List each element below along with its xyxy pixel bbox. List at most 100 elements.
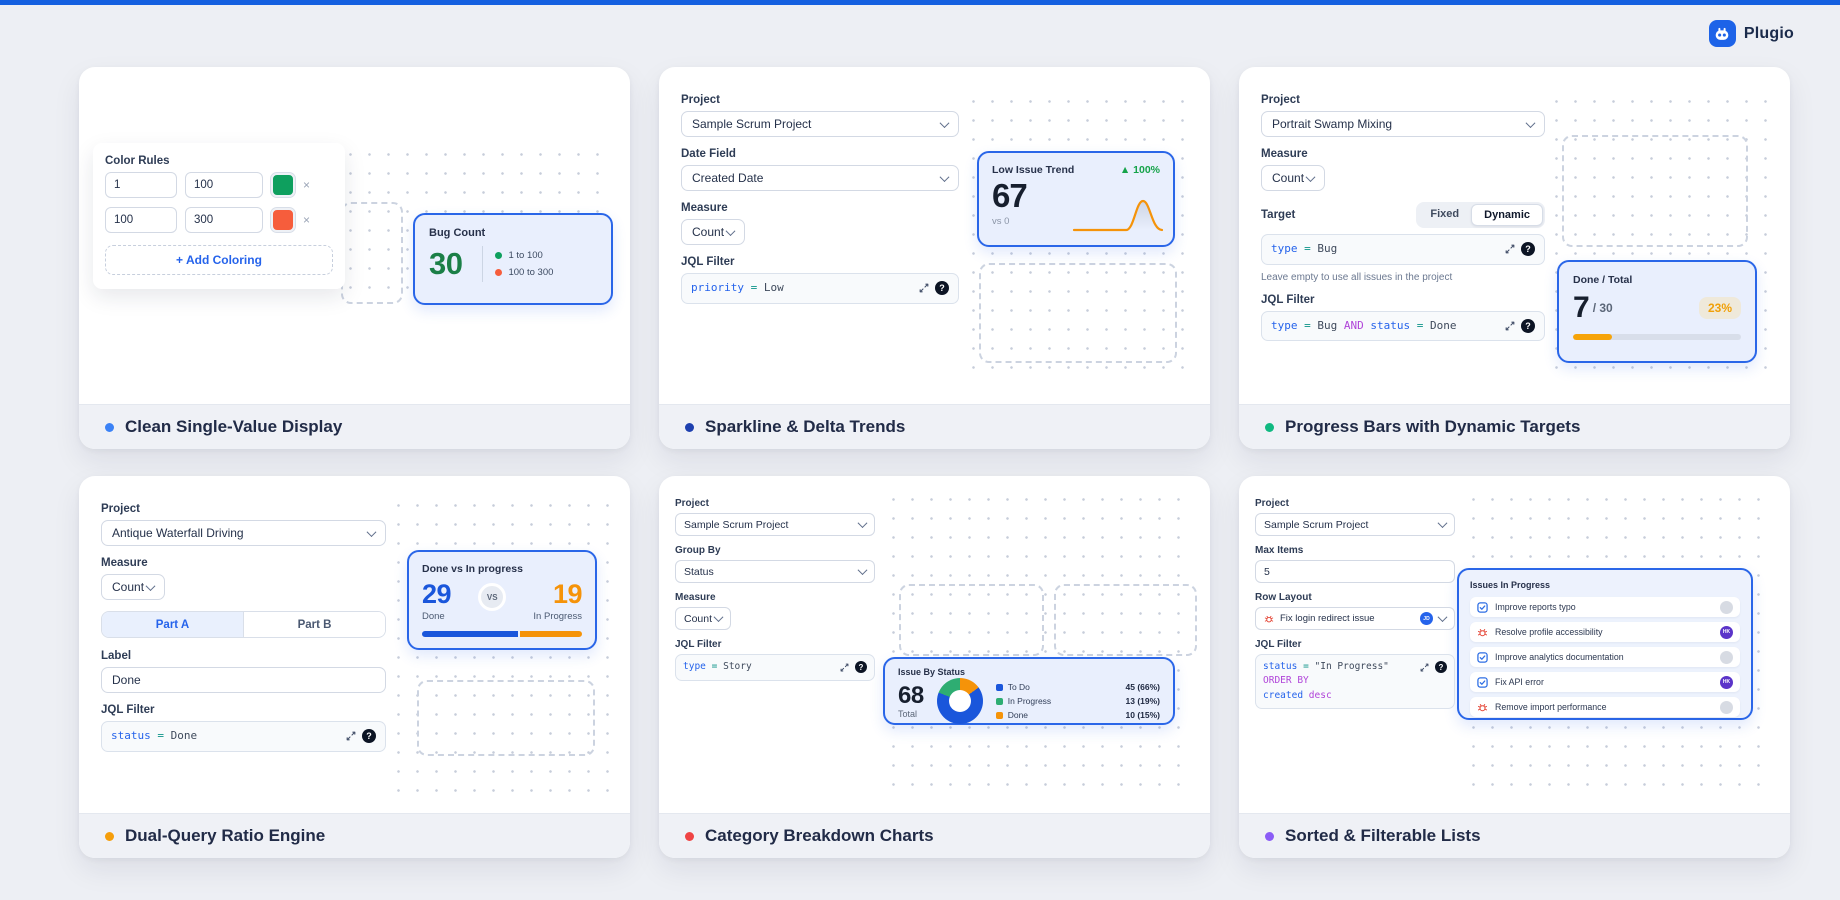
help-icon[interactable]: ?: [1521, 318, 1535, 333]
jql-operator-token: =: [1304, 242, 1311, 255]
tab-part-b[interactable]: Part B: [243, 612, 385, 637]
color-swatch-orange[interactable]: [270, 207, 296, 233]
ratio-config-form: Project Antique Waterfall Driving Measur…: [101, 503, 386, 763]
project-value: Antique Waterfall Driving: [112, 526, 244, 540]
feature-grid: Color Rules × × + Add Coloring Bug Count: [79, 67, 1790, 858]
dot-grid-canvas: [884, 490, 1196, 790]
help-icon[interactable]: ?: [1435, 661, 1447, 673]
issue-title: Remove import performance: [1495, 702, 1607, 712]
demo-progress: Project Portrait Swamp Mixing Measure Co…: [1239, 67, 1790, 404]
project-select[interactable]: Sample Scrum Project: [675, 513, 875, 536]
breakdown-widget: Issue By Status 68 Total To Do 45 (66%) I…: [883, 657, 1175, 725]
help-icon[interactable]: ?: [855, 661, 867, 673]
left-value: 29: [422, 579, 452, 609]
jql-keyword-token: desc: [1308, 689, 1332, 701]
avatar: HK: [1720, 625, 1733, 639]
jql-input[interactable]: priority = Low ?: [681, 273, 959, 304]
project-select[interactable]: Sample Scrum Project: [681, 111, 959, 137]
list-item: Resolve profile accessibility HK: [1470, 622, 1740, 642]
expand-icon[interactable]: [346, 731, 356, 741]
expand-icon[interactable]: [840, 663, 849, 672]
jql-value-token: Bug: [1317, 242, 1338, 255]
chevron-down-icon: [713, 612, 724, 623]
jql-input[interactable]: status = Done ?: [101, 721, 386, 752]
footer-dot: [105, 831, 114, 841]
chart-legend: To Do 45 (66%) In Progress 13 (19%) Done 10…: [995, 682, 1160, 720]
help-icon[interactable]: ?: [935, 281, 949, 295]
bug-icon: [1477, 702, 1488, 713]
close-icon[interactable]: ×: [303, 213, 311, 227]
target-label: Target: [1261, 209, 1296, 221]
placeholder-widget-box: [417, 680, 595, 756]
issue-list-widget: Issues In Progress Improve reports typo …: [1457, 568, 1753, 720]
date-field-select[interactable]: Created Date: [681, 165, 959, 191]
expand-icon[interactable]: [1420, 663, 1429, 672]
tab-part-a[interactable]: Part A: [102, 612, 243, 637]
close-icon[interactable]: ×: [303, 178, 311, 192]
help-icon[interactable]: ?: [362, 729, 376, 743]
card-footer: Clean Single-Value Display: [79, 404, 630, 449]
expand-icon[interactable]: [919, 283, 929, 293]
rule-to-input[interactable]: [185, 172, 263, 198]
bug-count-widget: Bug Count 30 1 to 100 100 to 300: [413, 213, 613, 305]
measure-value: Count: [112, 580, 145, 594]
group-by-value: Status: [684, 565, 714, 578]
avatar: [1720, 700, 1733, 714]
jql-value-token: Story: [723, 661, 752, 672]
jql-input[interactable]: type = Bug AND status = Done ?: [1261, 310, 1545, 341]
toggle-dynamic[interactable]: Dynamic: [1471, 204, 1543, 226]
add-coloring-button[interactable]: + Add Coloring: [105, 245, 333, 275]
jql-input[interactable]: type = Story ?: [675, 654, 875, 681]
feature-card-ratio: Project Antique Waterfall Driving Measur…: [79, 476, 630, 858]
max-items-input[interactable]: [1255, 560, 1455, 583]
measure-label: Measure: [101, 557, 148, 569]
expand-icon[interactable]: [1505, 321, 1515, 331]
measure-select[interactable]: Count: [675, 607, 731, 630]
measure-select[interactable]: Count: [1261, 165, 1325, 191]
card-title: Clean Single-Value Display: [125, 417, 343, 436]
progress-fill: [1573, 334, 1612, 340]
help-icon[interactable]: ?: [1521, 242, 1535, 256]
vs-badge: VS: [478, 583, 507, 611]
project-label: Project: [101, 503, 140, 515]
toggle-fixed[interactable]: Fixed: [1430, 208, 1460, 220]
right-value: 19: [552, 579, 583, 609]
feature-card-single-value: Color Rules × × + Add Coloring Bug Count: [79, 67, 630, 449]
group-by-select[interactable]: Status: [675, 560, 875, 583]
chevron-down-icon: [857, 518, 868, 529]
issue-title: Improve reports typo: [1495, 602, 1576, 612]
project-select[interactable]: Portrait Swamp Mixing: [1261, 111, 1545, 137]
demo-ratio: Project Antique Waterfall Driving Measur…: [79, 476, 630, 813]
rule-from-input[interactable]: [105, 172, 177, 198]
jql-field-token: status: [111, 729, 151, 742]
row-layout-label: Row Layout: [1255, 592, 1312, 603]
project-label: Project: [681, 94, 720, 106]
rule-to-input[interactable]: [185, 207, 263, 233]
feature-card-lists: Project Sample Scrum Project Max Items R…: [1239, 476, 1790, 858]
label-input[interactable]: [101, 667, 386, 693]
measure-select[interactable]: Count: [681, 219, 745, 245]
footer-dot: [685, 831, 694, 841]
measure-select[interactable]: Count: [101, 574, 165, 600]
bug-icon: [1477, 627, 1488, 638]
percent-badge: 23%: [1698, 297, 1741, 319]
jql-value-token: "In Progress": [1314, 661, 1389, 672]
chevron-down-icon: [857, 565, 868, 576]
project-select[interactable]: Antique Waterfall Driving: [101, 520, 386, 546]
widget-title: Done / Total: [1573, 274, 1633, 286]
target-jql-input[interactable]: type = Bug ?: [1261, 234, 1545, 265]
card-title: Sparkline & Delta Trends: [705, 417, 906, 436]
expand-icon[interactable]: [1505, 244, 1515, 254]
color-swatch-green[interactable]: [270, 172, 296, 198]
demo-single-value: Color Rules × × + Add Coloring Bug Count: [79, 67, 630, 404]
card-title: Dual-Query Ratio Engine: [125, 826, 326, 845]
task-icon: [1477, 601, 1488, 613]
row-layout-select[interactable]: Fix login redirect issue JD: [1255, 607, 1455, 630]
jql-input[interactable]: status = "In Progress" ORDER BY created …: [1255, 654, 1455, 709]
rule-from-input[interactable]: [105, 207, 177, 233]
placeholder-widget-box: [899, 584, 1044, 656]
measure-value: Count: [684, 612, 713, 625]
project-select[interactable]: Sample Scrum Project: [1255, 513, 1455, 536]
card-footer: Progress Bars with Dynamic Targets: [1239, 404, 1790, 449]
ratio-bar-left: [422, 631, 518, 637]
